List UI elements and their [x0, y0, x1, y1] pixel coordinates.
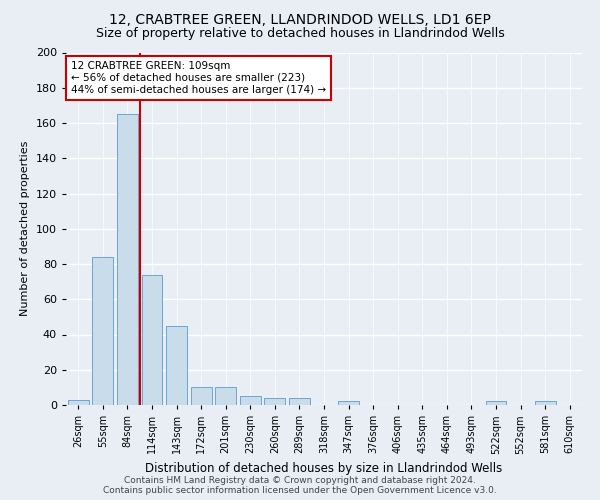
- Bar: [240, 396, 261, 405]
- Bar: [215, 388, 236, 405]
- Bar: [289, 398, 310, 405]
- Bar: [265, 398, 286, 405]
- Text: 12, CRABTREE GREEN, LLANDRINDOD WELLS, LD1 6EP: 12, CRABTREE GREEN, LLANDRINDOD WELLS, L…: [109, 12, 491, 26]
- Bar: [485, 402, 506, 405]
- Bar: [92, 257, 113, 405]
- Bar: [142, 274, 163, 405]
- Bar: [191, 388, 212, 405]
- Text: 12 CRABTREE GREEN: 109sqm
← 56% of detached houses are smaller (223)
44% of semi: 12 CRABTREE GREEN: 109sqm ← 56% of detac…: [71, 62, 326, 94]
- Bar: [166, 326, 187, 405]
- Bar: [338, 402, 359, 405]
- X-axis label: Distribution of detached houses by size in Llandrindod Wells: Distribution of detached houses by size …: [145, 462, 503, 475]
- Bar: [535, 402, 556, 405]
- Bar: [68, 400, 89, 405]
- Text: Size of property relative to detached houses in Llandrindod Wells: Size of property relative to detached ho…: [95, 28, 505, 40]
- Y-axis label: Number of detached properties: Number of detached properties: [20, 141, 30, 316]
- Text: Contains HM Land Registry data © Crown copyright and database right 2024.
Contai: Contains HM Land Registry data © Crown c…: [103, 476, 497, 495]
- Bar: [117, 114, 138, 405]
